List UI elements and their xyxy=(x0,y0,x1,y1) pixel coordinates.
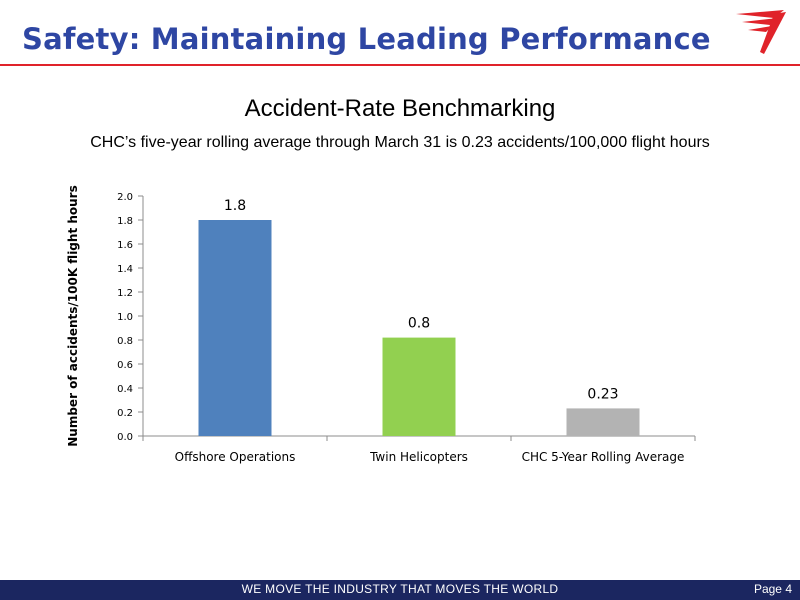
footer-tagline: WE MOVE THE INDUSTRY THAT MOVES THE WORL… xyxy=(241,582,559,596)
y-tick-label: 1.2 xyxy=(117,288,133,299)
category-label: Twin Helicopters xyxy=(369,450,468,464)
bar-3 xyxy=(566,408,640,436)
y-tick-label: 0.6 xyxy=(117,360,133,371)
y-tick-label: 0.4 xyxy=(117,384,133,395)
y-tick-label: 1.6 xyxy=(117,240,133,251)
slide-title: Accident-Rate Benchmarking xyxy=(244,95,556,122)
y-tick-label: 0.8 xyxy=(117,336,133,347)
y-tick-label: 2.0 xyxy=(117,192,133,203)
data-label: 0.8 xyxy=(408,316,430,332)
y-tick-label: 0.2 xyxy=(117,408,133,419)
y-axis-title: Number of accidents/100K flight hours xyxy=(66,185,80,447)
y-tick-label: 1.0 xyxy=(117,312,133,323)
slide-subtitle: CHC’s five-year rolling average through … xyxy=(90,134,710,151)
page-number: Page 4 xyxy=(753,582,792,596)
header-title: Safety: Maintaining Leading Performance xyxy=(22,22,711,56)
header-divider xyxy=(0,64,800,66)
bar-1 xyxy=(198,220,272,436)
data-label: 1.8 xyxy=(224,198,246,214)
category-label: CHC 5-Year Rolling Average xyxy=(522,450,685,464)
data-label: 0.23 xyxy=(587,386,618,402)
y-tick-label: 1.8 xyxy=(117,216,133,227)
y-tick-label: 0.0 xyxy=(117,432,133,443)
bird-logo-icon xyxy=(736,10,786,54)
footer-bar: WE MOVE THE INDUSTRY THAT MOVES THE WORL… xyxy=(0,580,800,600)
category-label: Offshore Operations xyxy=(175,450,296,464)
bar-chart: 0.0 0.2 0.4 0.6 0.8 1.0 1.2 1.4 1.6 1.8 2.0 Number … xyxy=(66,185,696,464)
y-tick-label: 1.4 xyxy=(117,264,133,275)
bar-2 xyxy=(382,337,456,436)
